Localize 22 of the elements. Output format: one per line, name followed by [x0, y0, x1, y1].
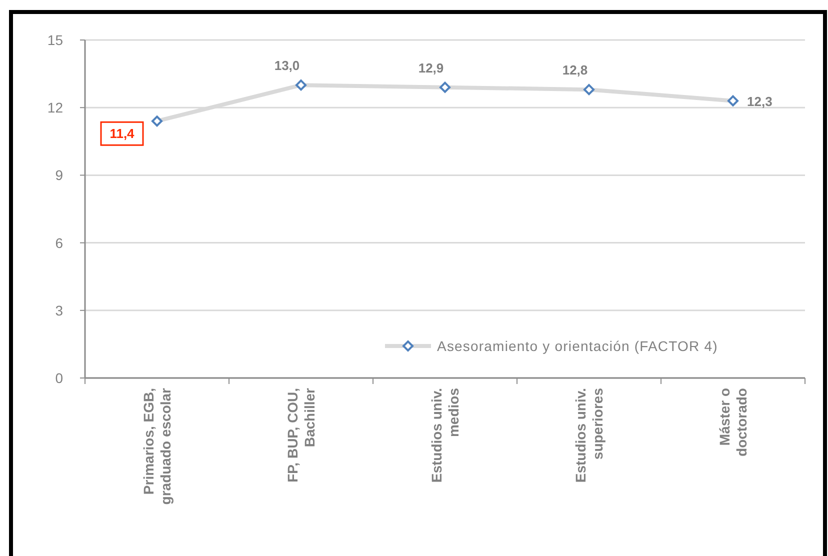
legend-label: Asesoramiento y orientación (FACTOR 4) [437, 338, 718, 354]
point [440, 82, 450, 93]
x-tick-label: Estudios univ. superiores [572, 388, 606, 483]
y-tick-label: 6 [55, 234, 64, 251]
data-label: 13,0 [274, 58, 300, 74]
point [584, 84, 594, 96]
y-tick-label: 0 [55, 370, 64, 386]
data-label: 12,9 [418, 60, 444, 76]
y-tick-label: 3 [55, 302, 64, 318]
x-tick-label: Estudios univ. medios [428, 388, 462, 483]
x-tick-label: FP, BUP, COU, Bachiller [284, 387, 318, 482]
x-tick-label: Máster o doctorado [716, 388, 750, 456]
point [296, 80, 306, 91]
data-label: 12,8 [562, 62, 588, 78]
point [728, 95, 738, 106]
y-tick-label: 12 [47, 100, 64, 116]
x-tick-label: Primarios, EGB, graduado escolar [140, 387, 174, 505]
data-label: 12,3 [747, 94, 772, 109]
data-label: 11,4 [110, 126, 136, 142]
y-tick-label: 9 [55, 167, 64, 184]
point [152, 116, 162, 127]
y-tick-label: 15 [47, 32, 64, 48]
